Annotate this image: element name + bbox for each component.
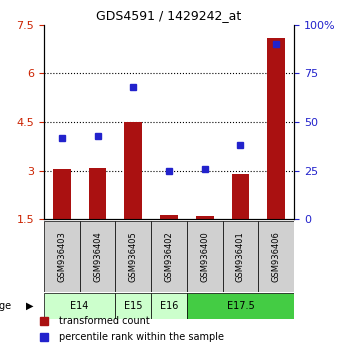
Text: age: age: [0, 301, 11, 311]
Text: GSM936406: GSM936406: [272, 231, 281, 282]
Bar: [151, 293, 187, 319]
Bar: [267, 38, 285, 219]
Text: E15: E15: [124, 301, 143, 311]
Bar: [223, 221, 258, 292]
Text: GSM936401: GSM936401: [236, 231, 245, 282]
Bar: [115, 221, 151, 292]
Text: GSM936400: GSM936400: [200, 231, 209, 282]
Bar: [151, 221, 187, 292]
Bar: [232, 174, 249, 219]
Bar: [187, 221, 223, 292]
Text: percentile rank within the sample: percentile rank within the sample: [59, 332, 224, 342]
Text: E16: E16: [160, 301, 178, 311]
Text: GSM936405: GSM936405: [129, 231, 138, 282]
Bar: [115, 293, 151, 319]
Bar: [53, 169, 71, 219]
Text: E17.5: E17.5: [226, 301, 254, 311]
Text: GSM936403: GSM936403: [57, 231, 66, 282]
Text: GSM936402: GSM936402: [165, 231, 173, 282]
Bar: [124, 122, 142, 219]
Bar: [80, 221, 115, 292]
Bar: [187, 293, 294, 319]
Text: GSM936404: GSM936404: [93, 231, 102, 282]
Bar: [258, 221, 294, 292]
Bar: [44, 293, 115, 319]
Text: transformed count: transformed count: [59, 316, 150, 326]
Text: E14: E14: [71, 301, 89, 311]
Bar: [196, 216, 214, 219]
Bar: [89, 167, 106, 219]
Bar: [44, 221, 80, 292]
Bar: [160, 215, 178, 219]
Text: ▶: ▶: [26, 301, 34, 311]
Title: GDS4591 / 1429242_at: GDS4591 / 1429242_at: [96, 9, 242, 22]
